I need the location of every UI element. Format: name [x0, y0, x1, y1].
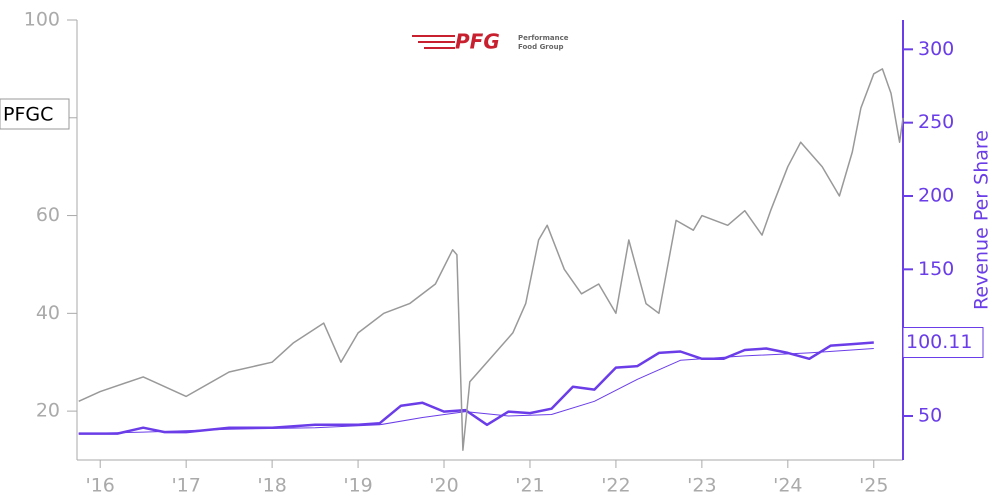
- y-tick-label: 40: [36, 302, 60, 324]
- logo: PFG Performance Food Group: [412, 30, 569, 54]
- series-line: [78, 68, 904, 451]
- y2-tick-label: 300: [918, 38, 954, 60]
- x-tick-label: '16: [86, 475, 115, 497]
- last-value-label: 100.11: [906, 331, 972, 353]
- x-tick-label: '24: [773, 475, 802, 497]
- last-value-box: [902, 327, 984, 359]
- logo-text: Food Group: [518, 43, 564, 51]
- x-tick-label: '18: [257, 475, 286, 497]
- series-label-box: [0, 98, 70, 130]
- x-tick-label: '23: [687, 475, 716, 497]
- y2-tick-label: 150: [918, 258, 954, 280]
- x-tick-label: '22: [601, 475, 630, 497]
- y2-tick-label: 250: [918, 111, 954, 133]
- y-tick-label: 60: [36, 204, 60, 226]
- logo-text: Performance: [518, 34, 569, 42]
- logo-mark: PFG: [455, 30, 500, 54]
- series-line: [78, 341, 874, 435]
- y-tick-label: 20: [36, 400, 60, 422]
- series-label: PFGC: [3, 104, 53, 126]
- y2-tick-label: 50: [918, 405, 942, 427]
- x-tick-label: '21: [515, 475, 544, 497]
- y-tick-label: 100: [24, 9, 60, 31]
- x-tick-label: '17: [171, 475, 200, 497]
- series-line: [78, 348, 874, 435]
- x-tick-label: '25: [859, 475, 888, 497]
- y2-tick-label: 200: [918, 185, 954, 207]
- x-tick-label: '20: [429, 475, 458, 497]
- x-tick-label: '19: [343, 475, 372, 497]
- y2-axis-label: Revenue Per Share: [971, 130, 993, 310]
